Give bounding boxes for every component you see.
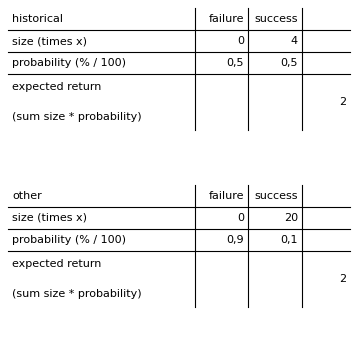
Text: probability (% / 100): probability (% / 100) xyxy=(12,235,126,245)
Text: success: success xyxy=(255,14,298,24)
Text: other: other xyxy=(12,191,42,201)
Text: 2: 2 xyxy=(339,97,346,107)
Text: (sum size * probability): (sum size * probability) xyxy=(12,289,142,299)
Text: 20: 20 xyxy=(284,213,298,223)
Text: probability (% / 100): probability (% / 100) xyxy=(12,58,126,68)
Text: size (times x): size (times x) xyxy=(12,213,87,223)
Text: expected return: expected return xyxy=(12,82,101,92)
Text: 2: 2 xyxy=(339,274,346,284)
Text: 0,5: 0,5 xyxy=(281,58,298,68)
Text: 0,5: 0,5 xyxy=(226,58,244,68)
Text: failure: failure xyxy=(208,191,244,201)
Text: historical: historical xyxy=(12,14,63,24)
Text: 0: 0 xyxy=(237,36,244,46)
Text: 0,9: 0,9 xyxy=(226,235,244,245)
Text: (sum size * probability): (sum size * probability) xyxy=(12,112,142,122)
Text: success: success xyxy=(255,191,298,201)
Text: 0: 0 xyxy=(237,213,244,223)
Text: 4: 4 xyxy=(291,36,298,46)
Text: failure: failure xyxy=(208,14,244,24)
Text: size (times x): size (times x) xyxy=(12,36,87,46)
Text: 0,1: 0,1 xyxy=(281,235,298,245)
Text: expected return: expected return xyxy=(12,259,101,269)
